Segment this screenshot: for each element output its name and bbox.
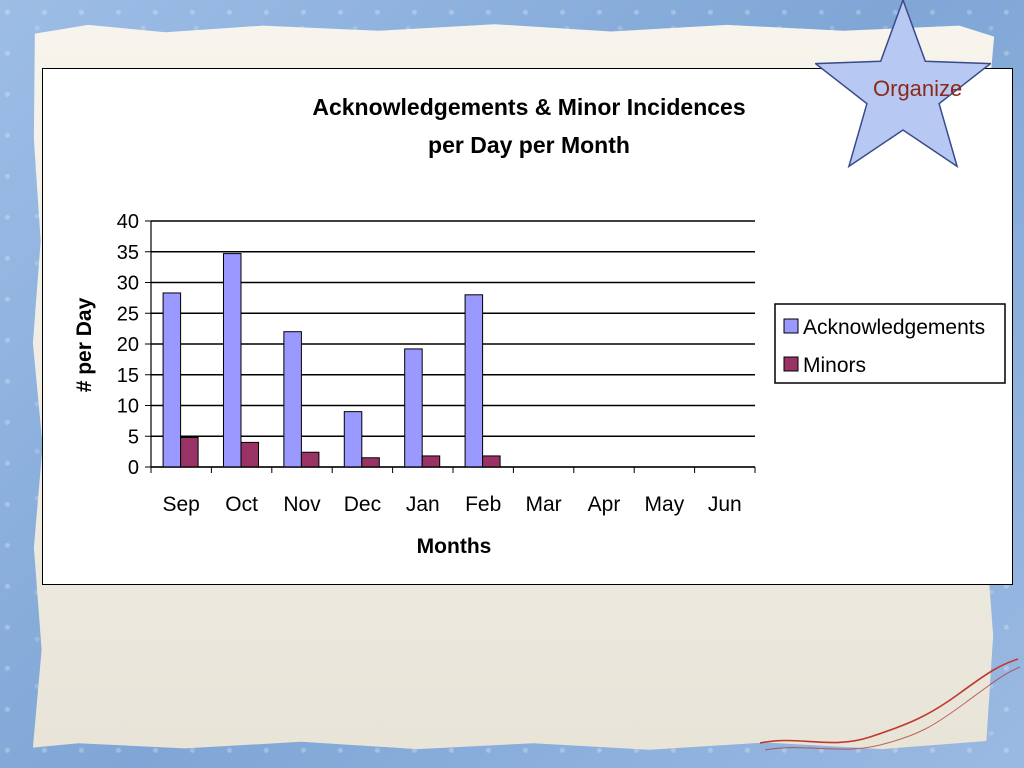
y-tick-label: 20 [117, 334, 139, 356]
star-icon [813, 0, 993, 169]
y-axis-label: # per Day [73, 297, 96, 392]
bar-minors [421, 455, 441, 468]
bar-acknowledgements [222, 253, 242, 468]
bar-acknowledgements [464, 294, 484, 468]
y-tick-label: 0 [128, 457, 139, 479]
x-tick-label: Jun [708, 493, 742, 516]
x-tick-label: Dec [344, 493, 381, 516]
x-tick-label: Oct [225, 493, 258, 516]
chart-frame: Acknowledgements & Minor Incidences per … [42, 68, 1013, 585]
x-tick-label: Nov [283, 493, 321, 516]
x-tick-label: Sep [163, 493, 200, 516]
y-tick-label: 15 [117, 365, 139, 387]
legend: Acknowledgements Minors [774, 303, 1006, 384]
y-tick-label: 25 [117, 303, 139, 325]
x-tick-label: Apr [588, 493, 621, 516]
bar-acknowledgements [162, 292, 182, 468]
x-tick-label: May [645, 493, 685, 516]
gridlines [151, 220, 755, 468]
y-tick-label: 10 [117, 396, 139, 418]
x-tick-label: Feb [465, 493, 501, 516]
bars [162, 253, 501, 468]
legend-swatch [783, 318, 799, 334]
x-tick-label: Mar [526, 493, 562, 516]
y-tick-label: 35 [117, 242, 139, 264]
decorative-fiber [760, 658, 1020, 751]
legend-box [774, 303, 1006, 384]
x-axis-label: Months [417, 535, 492, 558]
bar-minors [240, 441, 260, 468]
legend-label: Minors [803, 354, 866, 377]
bar-minors [361, 457, 380, 468]
chart-title: Acknowledgements & Minor Incidences [312, 94, 745, 120]
y-tick-label: 5 [128, 426, 139, 448]
bar-acknowledgements [343, 411, 363, 468]
bar-minors [300, 451, 320, 468]
x-tick-label: Jan [406, 493, 440, 516]
chart-subtitle: per Day per Month [428, 132, 630, 158]
axes: 0 5 10 15 20 25 30 35 40 Sep Oct Nov Dec Jan Feb Mar Apr… [117, 211, 756, 516]
bar-minors [482, 455, 501, 468]
badge-label: Organize [873, 76, 963, 101]
legend-swatch [783, 356, 799, 372]
bar-minors [180, 436, 199, 468]
bar-acknowledgements [404, 348, 423, 468]
legend-label: Acknowledgements [803, 316, 985, 339]
bar-acknowledgements [283, 331, 302, 468]
organize-badge[interactable]: Organize [813, 0, 993, 172]
bar-chart: Acknowledgements & Minor Incidences per … [73, 94, 1006, 558]
y-tick-label: 40 [117, 211, 139, 233]
y-tick-label: 30 [117, 273, 139, 295]
